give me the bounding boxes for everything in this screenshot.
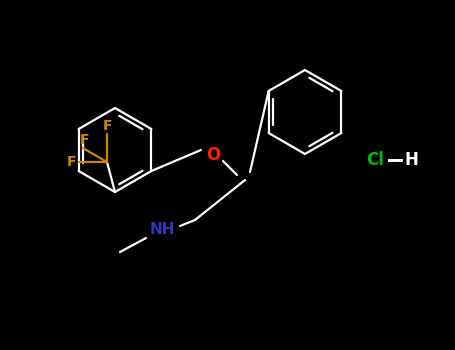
Text: Cl: Cl — [366, 151, 384, 169]
Text: F: F — [66, 155, 76, 169]
Text: NH: NH — [149, 223, 175, 238]
Text: F: F — [80, 133, 90, 147]
Text: F: F — [102, 119, 112, 133]
Text: H: H — [404, 151, 418, 169]
Text: O: O — [206, 146, 220, 164]
